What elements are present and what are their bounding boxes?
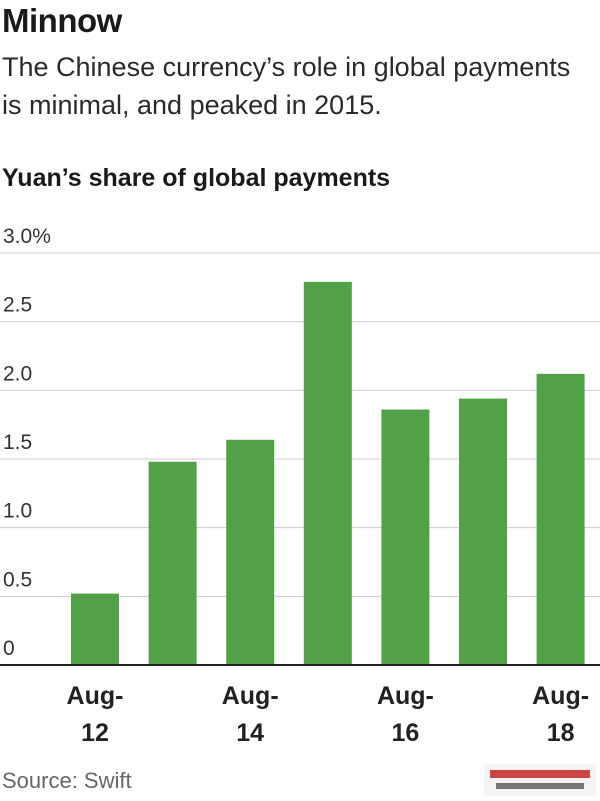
source-note: Source: Swift	[2, 768, 132, 793]
y-tick-label: 0.5	[3, 568, 32, 591]
bar-aug-14	[226, 439, 275, 665]
x-tick-label: Aug-18	[532, 682, 589, 747]
y-tick-labels: 0 0.5 1.0 1.5 2.0 2.5 3.0%	[3, 225, 51, 660]
x-tick-label: Aug-12	[67, 682, 124, 747]
gridlines	[0, 252, 600, 597]
bar-aug-15	[303, 281, 352, 665]
bar-aug-12	[71, 593, 119, 665]
y-tick-label: 3.0%	[3, 225, 51, 248]
bar-aug-16	[381, 409, 430, 665]
bar-aug-13	[148, 461, 197, 665]
bar-aug-17	[459, 398, 507, 665]
chart-subtitle: The Chinese currency’s role in global pa…	[2, 52, 571, 120]
y-tick-label: 0	[3, 637, 15, 660]
bars	[71, 281, 585, 665]
watermark-logo	[484, 764, 596, 796]
x-tick-labels: Aug-12 Aug-14 Aug-16 Aug-18	[67, 682, 590, 747]
y-tick-label: 1.0	[3, 500, 32, 523]
y-tick-label: 2.5	[3, 294, 32, 317]
x-tick-label: Aug-14	[222, 682, 279, 747]
bar-aug-18	[536, 373, 585, 665]
chart-heading: Minnow	[2, 2, 122, 39]
x-tick-label: Aug-16	[377, 682, 434, 747]
chart-title: Yuan’s share of global payments	[2, 164, 391, 192]
y-tick-label: 1.5	[3, 431, 32, 454]
y-tick-label: 2.0	[3, 362, 32, 385]
watermark	[484, 764, 596, 796]
